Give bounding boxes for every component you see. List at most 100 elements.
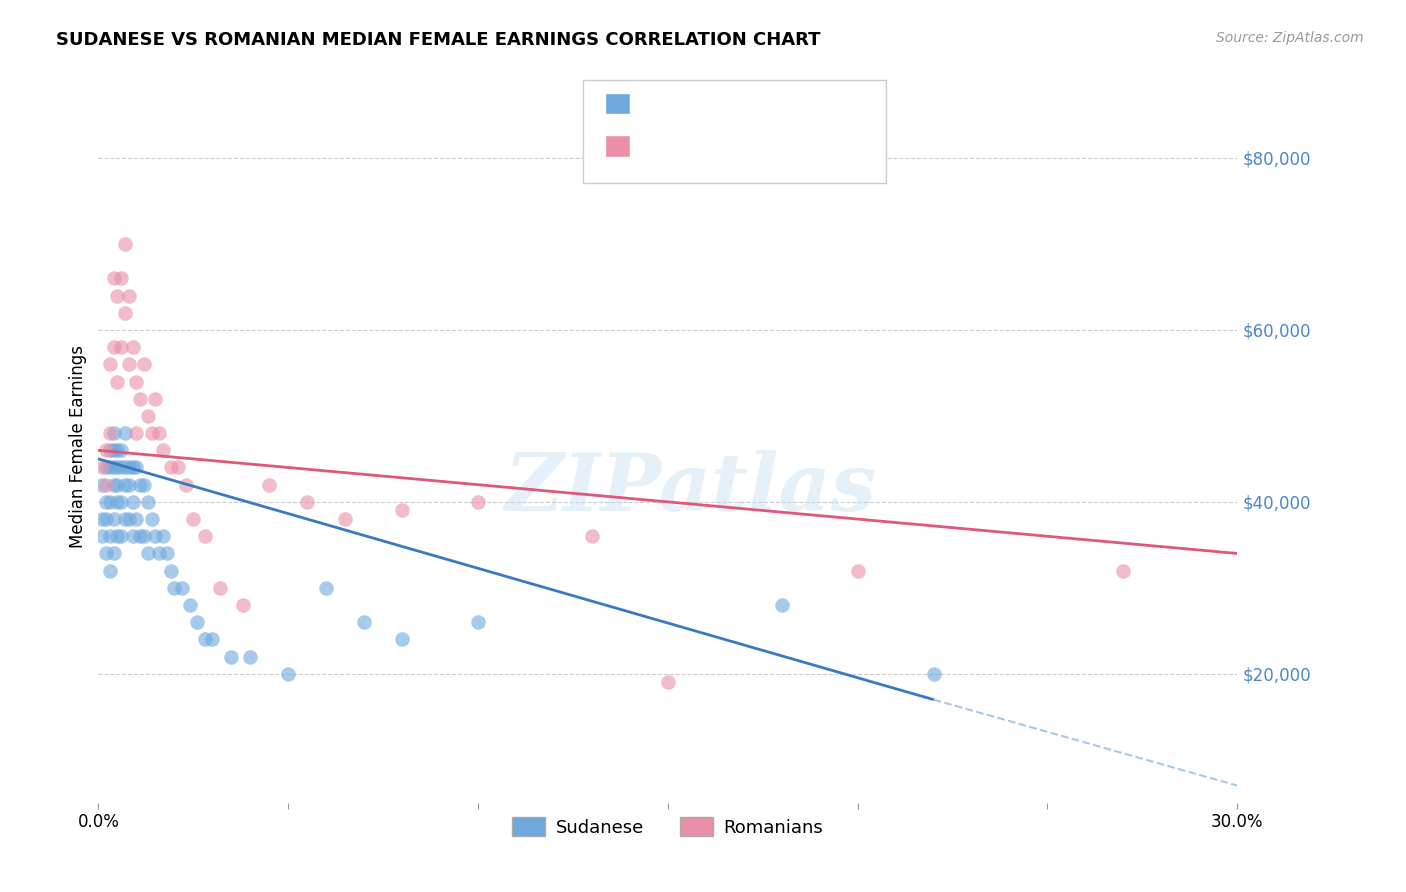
Point	[159, 564, 181, 578]
Point	[94, 460, 117, 475]
Point	[194, 632, 217, 647]
Point	[98, 564, 121, 578]
Point	[163, 581, 186, 595]
Point	[94, 546, 117, 560]
Point	[657, 675, 679, 690]
Point	[194, 529, 217, 543]
Point	[91, 512, 114, 526]
Point	[98, 495, 121, 509]
Text: N = 41: N = 41	[773, 139, 841, 157]
Point	[467, 495, 489, 509]
Point	[1112, 564, 1135, 578]
Point	[148, 426, 170, 441]
Point	[141, 426, 163, 441]
Point	[118, 357, 141, 371]
Point	[91, 460, 114, 475]
Point	[132, 529, 155, 543]
Text: ZIPatlas: ZIPatlas	[505, 450, 877, 527]
Point	[581, 529, 603, 543]
Point	[94, 512, 117, 526]
Point	[148, 546, 170, 560]
Point	[125, 460, 148, 475]
Point	[156, 546, 179, 560]
Point	[110, 271, 132, 285]
Point	[846, 564, 869, 578]
Point	[353, 615, 375, 630]
Point	[121, 495, 143, 509]
Text: N = 66: N = 66	[773, 96, 841, 114]
Point	[335, 512, 357, 526]
Point	[118, 460, 141, 475]
Point	[98, 460, 121, 475]
Point	[121, 529, 143, 543]
Point	[125, 375, 148, 389]
Point	[239, 649, 262, 664]
Point	[186, 615, 208, 630]
Point	[94, 495, 117, 509]
Point	[94, 443, 117, 458]
Point	[107, 477, 129, 491]
Point	[121, 460, 143, 475]
Point	[179, 598, 201, 612]
Point	[152, 529, 174, 543]
Point	[107, 529, 129, 543]
Point	[118, 512, 141, 526]
Point	[136, 546, 159, 560]
Point	[91, 477, 114, 491]
Point	[103, 443, 125, 458]
Point	[107, 375, 129, 389]
Point	[107, 495, 129, 509]
Point	[277, 666, 299, 681]
Point	[467, 615, 489, 630]
Point	[110, 340, 132, 354]
Point	[114, 426, 136, 441]
Point	[103, 512, 125, 526]
Point	[114, 236, 136, 251]
Point	[129, 529, 152, 543]
Point	[152, 443, 174, 458]
Point	[145, 529, 167, 543]
Point	[107, 288, 129, 302]
Point	[174, 477, 197, 491]
Point	[103, 271, 125, 285]
Point	[159, 460, 181, 475]
Point	[132, 477, 155, 491]
Point	[297, 495, 319, 509]
Point	[103, 426, 125, 441]
Point	[114, 477, 136, 491]
Point	[118, 477, 141, 491]
Point	[110, 529, 132, 543]
Point	[136, 495, 159, 509]
Point	[183, 512, 205, 526]
Point	[110, 460, 132, 475]
Point	[91, 529, 114, 543]
Point	[94, 477, 117, 491]
Point	[125, 426, 148, 441]
Point	[110, 495, 132, 509]
Point	[103, 477, 125, 491]
Point	[170, 581, 193, 595]
Point	[136, 409, 159, 423]
Text: R = −0.241: R = −0.241	[640, 139, 754, 157]
Point	[103, 546, 125, 560]
Point	[132, 357, 155, 371]
Point	[201, 632, 224, 647]
Point	[145, 392, 167, 406]
Point	[129, 477, 152, 491]
Point	[208, 581, 231, 595]
Point	[232, 598, 254, 612]
Point	[103, 340, 125, 354]
Point	[98, 357, 121, 371]
Point	[391, 503, 413, 517]
Text: Source: ZipAtlas.com: Source: ZipAtlas.com	[1216, 31, 1364, 45]
Point	[770, 598, 793, 612]
Point	[114, 512, 136, 526]
Point	[103, 460, 125, 475]
Point	[107, 460, 129, 475]
Point	[259, 477, 281, 491]
Point	[922, 666, 945, 681]
Point	[98, 426, 121, 441]
Text: R = −0.405: R = −0.405	[640, 96, 754, 114]
Point	[110, 443, 132, 458]
Point	[141, 512, 163, 526]
